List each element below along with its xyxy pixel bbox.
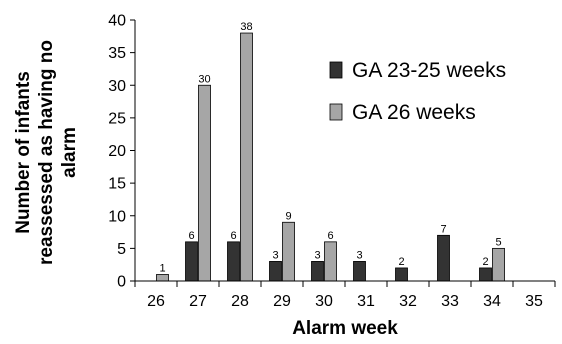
y-tick-label: 40 <box>108 13 126 30</box>
legend-label: GA 26 weeks <box>352 101 476 124</box>
bar-ga-23-25-29 <box>269 261 282 282</box>
x-axis-title: Alarm week <box>292 318 398 339</box>
bar-value-label: 2 <box>398 256 404 268</box>
x-tick-label: 26 <box>147 293 165 310</box>
x-tick-label: 33 <box>441 293 459 310</box>
y-tick-label: 30 <box>108 78 126 95</box>
bar-ga-26-28 <box>240 32 253 282</box>
y-tick-label: 5 <box>117 241 126 258</box>
bar-value-label: 3 <box>272 249 278 261</box>
bar-ga-23-25-31 <box>353 261 366 282</box>
x-tick-label: 27 <box>189 293 207 310</box>
legend-swatch <box>329 61 343 79</box>
y-axis-ticks: 0 5 10 15 20 25 30 35 40 <box>108 13 135 291</box>
x-tick-label: 30 <box>315 293 333 310</box>
bar-value-label: 1 <box>159 262 165 274</box>
bar-ga-26-27 <box>198 84 211 282</box>
y-axis-title-line: reassessed as having no <box>36 40 57 265</box>
x-tick-label: 29 <box>273 293 291 310</box>
x-tick-label: 34 <box>483 293 501 310</box>
bar-ga-26-34 <box>492 247 505 282</box>
bar-ga-23-25-33 <box>437 234 450 282</box>
y-axis-title-line: Number of infants <box>13 71 34 234</box>
y-tick-label: 15 <box>108 176 126 193</box>
bar-ga-26-30 <box>324 241 337 282</box>
bar-ga-23-25-30 <box>311 261 324 282</box>
y-tick-label: 35 <box>108 45 126 62</box>
y-axis-title: Number of infants reassessed as having no… <box>13 40 80 265</box>
bar-ga-26-29 <box>282 221 295 282</box>
y-tick-label: 20 <box>108 143 126 160</box>
x-tick-label: 35 <box>525 293 543 310</box>
bar-value-label: 38 <box>240 21 252 33</box>
bar-ga-23-25-27 <box>185 241 198 282</box>
bar-value-label: 6 <box>230 230 236 242</box>
y-axis-title-line: alarm <box>59 127 80 178</box>
bar-ga-23-25-28 <box>227 241 240 282</box>
bar-value-label: 5 <box>495 236 501 248</box>
bar-ga-23-25-34 <box>479 267 492 282</box>
bar-value-label: 30 <box>198 73 210 85</box>
legend-label: GA 23-25 weeks <box>352 59 506 82</box>
bar-value-label: 7 <box>440 223 446 235</box>
x-tick-label: 32 <box>399 293 417 310</box>
y-tick-label: 10 <box>108 208 126 225</box>
x-axis-ticks: 26 27 28 29 30 31 32 33 34 35 <box>134 281 556 310</box>
axes-group <box>134 20 555 282</box>
bar-value-label: 3 <box>356 249 362 261</box>
y-tick-label: 0 <box>117 274 126 291</box>
bar-value-label: 9 <box>285 210 291 222</box>
bar-ga-26-26 <box>156 274 169 282</box>
bar-ga-23-25-32 <box>395 267 408 282</box>
bar-value-label: 6 <box>327 230 333 242</box>
y-tick-label: 25 <box>108 110 126 127</box>
bar-value-label: 6 <box>188 230 194 242</box>
x-tick-label: 31 <box>357 293 375 310</box>
legend-swatch <box>329 103 343 121</box>
legend: GA 23-25 weeks GA 26 weeks <box>329 59 506 124</box>
bar-value-label: 2 <box>482 256 488 268</box>
x-tick-label: 28 <box>231 293 249 310</box>
bar-value-label: 3 <box>314 249 320 261</box>
